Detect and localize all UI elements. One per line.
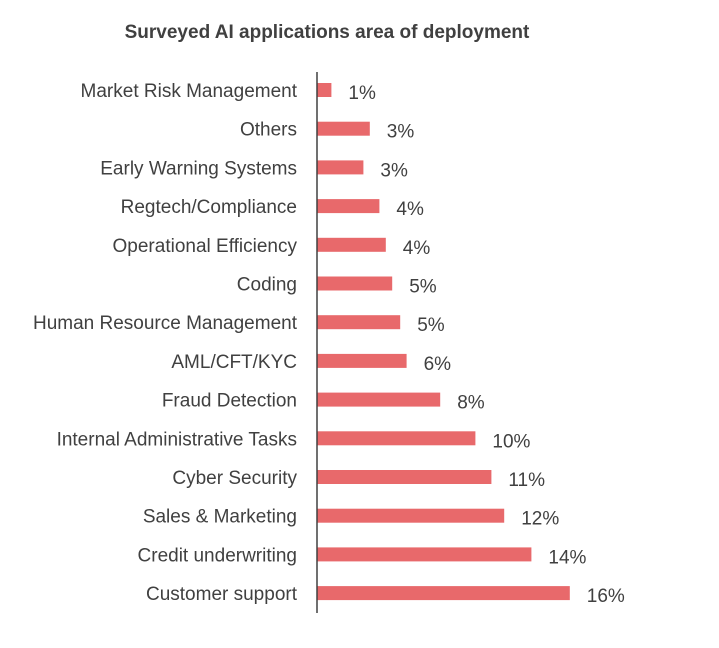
bar <box>317 431 476 446</box>
bar <box>317 199 380 214</box>
bar <box>317 160 364 175</box>
value-label: 10% <box>492 431 530 452</box>
value-label: 6% <box>424 354 452 375</box>
category-label: Market Risk Management <box>81 81 298 102</box>
bar <box>317 83 332 97</box>
bar <box>317 508 505 523</box>
value-label: 5% <box>417 315 445 336</box>
bar <box>317 315 401 330</box>
category-label: Internal Administrative Tasks <box>57 429 297 450</box>
value-label: 3% <box>380 160 408 181</box>
value-label: 1% <box>348 83 376 104</box>
bar <box>317 353 407 368</box>
value-label: 3% <box>387 122 415 143</box>
category-label: Fraud Detection <box>162 391 297 412</box>
value-label: 16% <box>587 586 625 607</box>
category-label: Credit underwriting <box>138 545 297 566</box>
value-label: 5% <box>409 277 437 298</box>
value-label: 11% <box>508 470 545 491</box>
bar <box>317 276 393 291</box>
bar <box>317 547 532 562</box>
chart-title: Surveyed AI applications area of deploym… <box>125 22 530 43</box>
value-label: 4% <box>396 199 424 220</box>
category-label: Regtech/Compliance <box>121 197 297 218</box>
bar <box>317 237 386 252</box>
category-label: AML/CFT/KYC <box>171 352 297 373</box>
category-label: Human Resource Management <box>33 313 298 334</box>
category-label: Others <box>240 120 297 141</box>
category-label: Early Warning Systems <box>100 158 297 179</box>
category-label: Operational Efficiency <box>113 236 298 257</box>
bars-group: Market Risk Management 1% Others 3% Early Wa… <box>33 81 625 607</box>
value-label: 4% <box>403 238 431 259</box>
category-label: Sales & Marketing <box>143 507 297 528</box>
bar <box>317 121 370 136</box>
category-label: Cyber Security <box>172 468 297 489</box>
value-label: 8% <box>457 393 485 414</box>
bar <box>317 470 492 484</box>
bar <box>317 392 441 407</box>
bar <box>317 586 570 601</box>
value-label: 14% <box>548 547 586 568</box>
category-label: Coding <box>237 275 297 296</box>
value-label: 12% <box>521 509 559 530</box>
category-label: Customer support <box>146 584 298 605</box>
